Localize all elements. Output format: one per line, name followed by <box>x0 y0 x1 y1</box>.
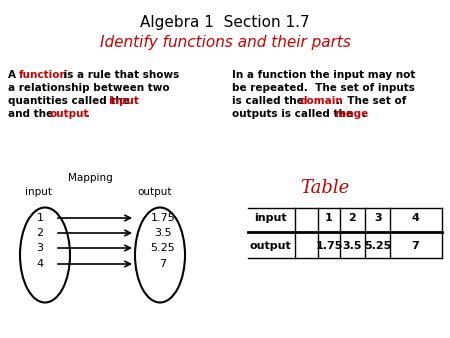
Text: input: input <box>254 213 286 223</box>
Text: 3.5: 3.5 <box>342 241 362 251</box>
Text: 3: 3 <box>36 243 44 253</box>
Text: is a rule that shows: is a rule that shows <box>60 70 179 80</box>
Text: 1: 1 <box>325 213 333 223</box>
Text: A: A <box>8 70 20 80</box>
Text: Identify functions and their parts: Identify functions and their parts <box>99 34 351 49</box>
Text: 4: 4 <box>411 213 419 223</box>
Text: 3: 3 <box>374 213 382 223</box>
Text: be repeated.  The set of inputs: be repeated. The set of inputs <box>232 83 415 93</box>
Text: outputs is called the: outputs is called the <box>232 109 356 119</box>
Text: 7: 7 <box>411 241 419 251</box>
Text: is called the: is called the <box>232 96 307 106</box>
Text: and the: and the <box>8 109 57 119</box>
Text: .: . <box>362 109 366 119</box>
Text: domain: domain <box>299 96 343 106</box>
Text: Table: Table <box>301 179 350 197</box>
Text: quantities called the: quantities called the <box>8 96 134 106</box>
Text: output: output <box>49 109 89 119</box>
Text: 5.25: 5.25 <box>364 241 392 251</box>
Text: function: function <box>19 70 68 80</box>
Text: input: input <box>24 187 51 197</box>
Text: input: input <box>108 96 139 106</box>
Text: output: output <box>138 187 172 197</box>
Text: 1.75: 1.75 <box>315 241 343 251</box>
Text: 2: 2 <box>348 213 356 223</box>
Text: 5.25: 5.25 <box>151 243 176 253</box>
Text: output: output <box>249 241 291 251</box>
Text: Algebra 1  Section 1.7: Algebra 1 Section 1.7 <box>140 15 310 29</box>
Text: 3.5: 3.5 <box>154 228 172 238</box>
Text: range: range <box>334 109 368 119</box>
Text: In a function the input may not: In a function the input may not <box>232 70 415 80</box>
Text: Mapping: Mapping <box>68 173 112 183</box>
Text: .  The set of: . The set of <box>336 96 406 106</box>
Text: 1.75: 1.75 <box>151 213 176 223</box>
Text: 4: 4 <box>36 259 44 269</box>
Text: .: . <box>86 109 90 119</box>
Text: 1: 1 <box>36 213 44 223</box>
Text: a relationship between two: a relationship between two <box>8 83 170 93</box>
Text: 7: 7 <box>159 259 166 269</box>
Text: 2: 2 <box>36 228 44 238</box>
